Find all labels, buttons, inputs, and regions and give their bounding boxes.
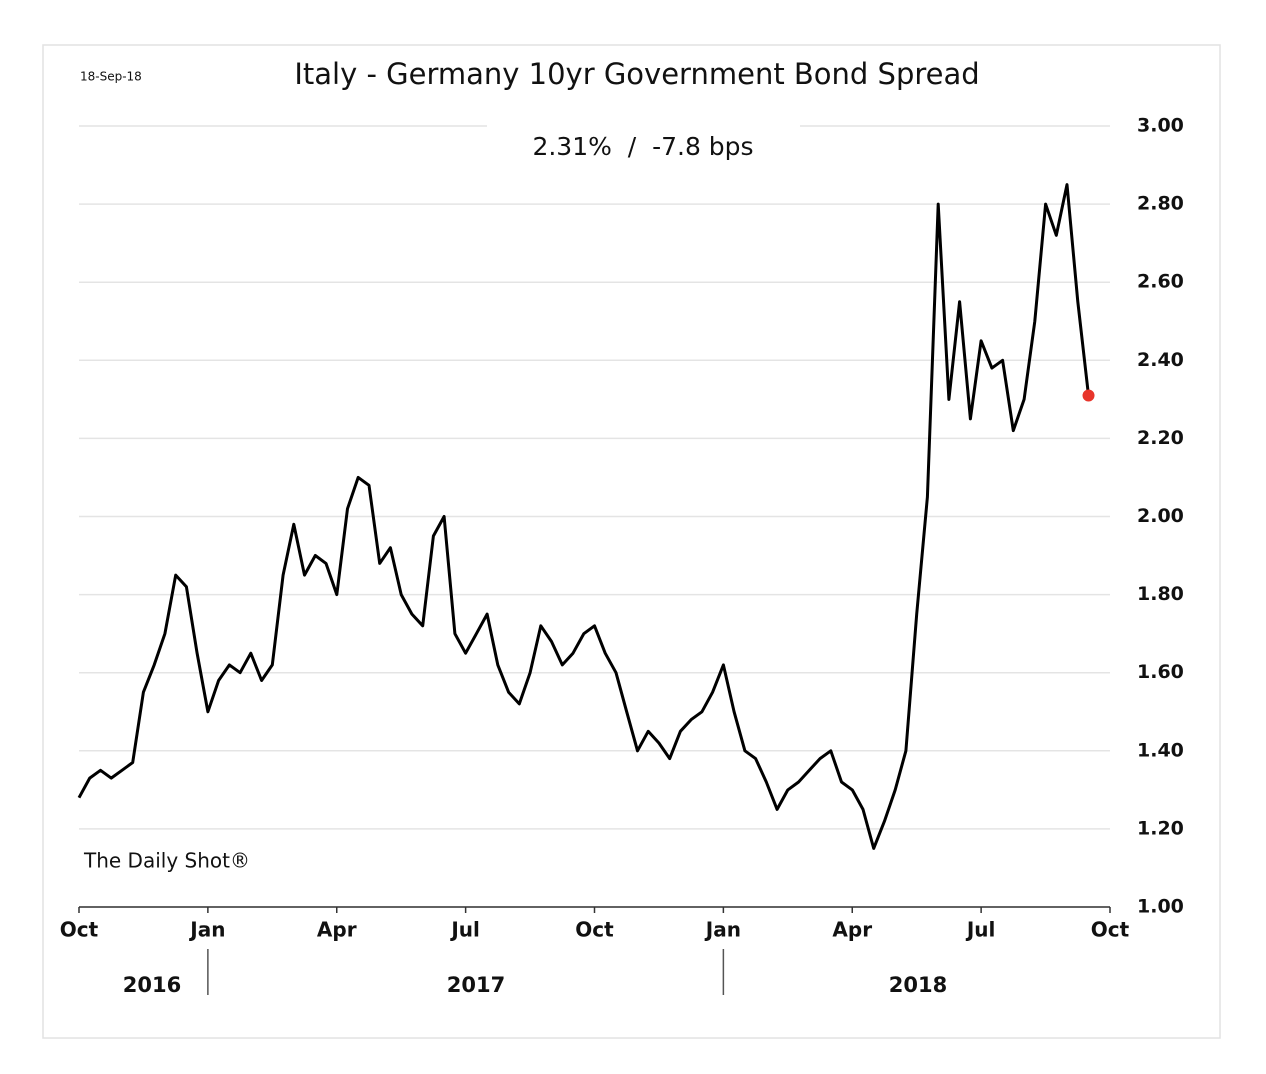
y-tick-label: 2.60 bbox=[1137, 271, 1184, 293]
y-tick-label: 2.20 bbox=[1137, 427, 1184, 449]
y-tick-label: 1.40 bbox=[1137, 739, 1184, 761]
year-label: 2016 bbox=[123, 973, 181, 997]
x-tick-label: Oct bbox=[60, 918, 99, 942]
x-tick-label: Jan bbox=[188, 918, 225, 942]
y-tick-label: 1.80 bbox=[1137, 583, 1184, 605]
y-tick-label: 2.00 bbox=[1137, 505, 1184, 527]
source: The Daily Shot® bbox=[83, 849, 250, 873]
x-tick-label: Jan bbox=[704, 918, 741, 942]
x-tick-label: Jul bbox=[449, 918, 480, 942]
x-tick-label: Oct bbox=[575, 918, 614, 942]
y-tick-label: 3.00 bbox=[1137, 115, 1184, 137]
subtitle-mask bbox=[487, 115, 800, 139]
y-tick-label: 2.80 bbox=[1137, 193, 1184, 215]
x-tick-label: Jul bbox=[965, 918, 996, 942]
spread-line bbox=[77, 183, 1090, 850]
card bbox=[42, 44, 1221, 1039]
y-tick-label: 1.00 bbox=[1137, 896, 1184, 918]
x-tick-label: Apr bbox=[832, 918, 872, 942]
y-tick-label: 2.40 bbox=[1137, 349, 1184, 371]
year-label: 2017 bbox=[447, 973, 505, 997]
year-label: 2018 bbox=[889, 973, 947, 997]
y-tick-label: 1.20 bbox=[1137, 817, 1184, 839]
subtitle: 2.31% / -7.8 bps bbox=[532, 132, 753, 161]
x-tick-label: Apr bbox=[317, 918, 357, 942]
x-tick-label: Oct bbox=[1091, 918, 1130, 942]
last-point bbox=[1082, 389, 1095, 402]
date: 18-Sep-18 bbox=[80, 70, 142, 84]
y-tick-label: 1.60 bbox=[1137, 661, 1184, 683]
chart-title: Italy - Germany 10yr Government Bond Spr… bbox=[294, 57, 979, 91]
